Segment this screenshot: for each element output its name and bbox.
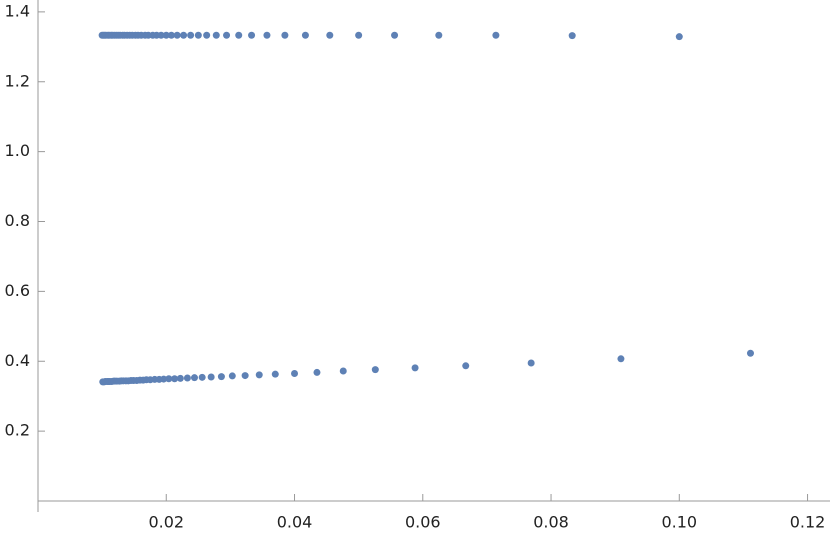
point — [339, 367, 347, 375]
point — [435, 31, 443, 39]
point — [291, 369, 299, 377]
y-tick-label: 0.8 — [5, 211, 30, 230]
point — [248, 31, 256, 39]
x-tick-label: 0.04 — [277, 513, 313, 532]
point — [371, 366, 379, 374]
point — [180, 31, 188, 39]
x-tick-label: 0.12 — [790, 513, 826, 532]
y-tick-label: 0.6 — [5, 281, 30, 300]
x-tick-label: 0.06 — [405, 513, 441, 532]
point — [212, 31, 220, 39]
point — [187, 31, 195, 39]
point — [617, 355, 625, 363]
point — [183, 374, 191, 382]
y-tick-label: 0.2 — [5, 421, 30, 440]
point — [173, 31, 181, 39]
point — [167, 31, 175, 39]
point — [746, 349, 754, 357]
point — [165, 375, 173, 383]
point — [162, 31, 170, 39]
point — [391, 31, 399, 39]
point — [271, 370, 279, 378]
point — [207, 373, 215, 381]
point — [203, 31, 211, 39]
point — [492, 31, 500, 39]
point — [411, 364, 419, 372]
point — [568, 32, 576, 40]
y-tick-label: 1.4 — [5, 1, 30, 20]
y-tick-label: 0.4 — [5, 351, 30, 370]
point — [263, 31, 271, 39]
y-tick-label: 1.0 — [5, 141, 30, 160]
point — [190, 374, 198, 382]
point — [675, 33, 683, 41]
point — [301, 31, 309, 39]
y-tick-label: 1.2 — [5, 71, 30, 90]
x-tick-label: 0.02 — [148, 513, 184, 532]
point — [217, 373, 225, 381]
x-tick-label: 0.10 — [661, 513, 697, 532]
x-tick-label: 0.08 — [533, 513, 569, 532]
point — [313, 368, 321, 376]
point — [194, 31, 202, 39]
point — [462, 362, 470, 370]
point — [527, 359, 535, 367]
point — [99, 378, 107, 386]
point — [171, 375, 179, 383]
point — [241, 372, 249, 380]
point — [176, 374, 184, 382]
point — [255, 371, 263, 379]
point — [326, 31, 334, 39]
point — [235, 31, 243, 39]
point — [198, 373, 206, 381]
point — [98, 31, 106, 39]
point — [228, 372, 236, 380]
point — [281, 31, 289, 39]
point — [223, 31, 231, 39]
point — [355, 31, 363, 39]
